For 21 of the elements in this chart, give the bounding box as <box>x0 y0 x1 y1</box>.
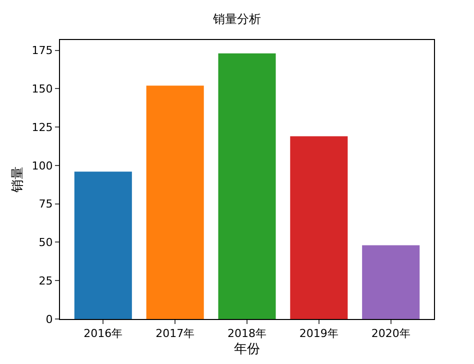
x-axis-title: 年份 <box>234 342 260 357</box>
bar <box>218 53 276 319</box>
y-tick-label: 25 <box>38 274 53 288</box>
bar <box>74 172 132 319</box>
chart-title: 销量分析 <box>212 12 261 26</box>
y-tick-label: 150 <box>32 82 53 96</box>
y-tick-label: 75 <box>38 198 53 211</box>
y-tick-label: 125 <box>32 120 53 134</box>
x-tick-label: 2019年 <box>299 327 338 340</box>
y-tick-label: 0 <box>46 312 53 326</box>
y-tick-label: 50 <box>38 236 53 250</box>
y-tick-label: 175 <box>32 44 53 58</box>
y-axis-title: 销量 <box>10 166 26 194</box>
y-tick-label: 100 <box>32 159 53 172</box>
bar <box>290 136 348 319</box>
x-tick-label: 2016年 <box>84 327 123 340</box>
x-tick-label: 2018年 <box>228 327 266 340</box>
bar <box>362 245 420 319</box>
bar <box>146 86 204 319</box>
x-tick-label: 2020年 <box>371 327 410 340</box>
x-tick-label: 2017年 <box>156 327 195 340</box>
